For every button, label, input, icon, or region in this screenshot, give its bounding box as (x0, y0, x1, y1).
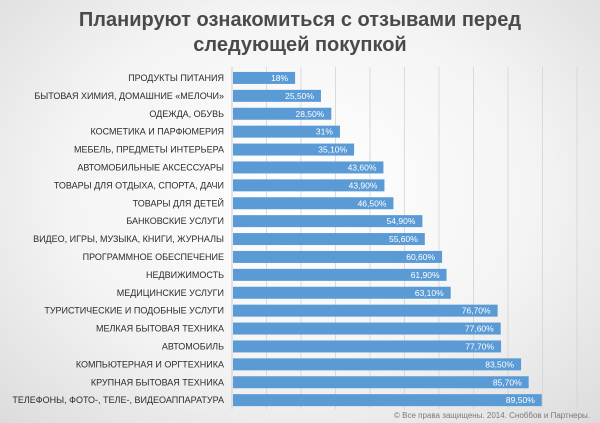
bar (233, 376, 529, 389)
bar-value-label: 43,60% (348, 162, 377, 172)
chart-title: Планируют ознакомиться с отзывами перед … (0, 8, 600, 58)
bar (233, 340, 502, 353)
category-label: КРУПНАЯ БЫТОВАЯ ТЕХНИКА (91, 377, 224, 387)
category-label: ТУРИСТИЧЕСКИЕ И ПОДОБНЫЕ УСЛУГИ (44, 306, 224, 316)
bar-value-label: 25,50% (285, 91, 314, 101)
bar-value-label: 76,70% (462, 306, 491, 316)
bar (233, 358, 522, 371)
category-label: ОДЕЖДА, ОБУВЬ (149, 109, 224, 119)
title-line-2: следующей покупкой (193, 34, 407, 56)
bar (233, 394, 542, 407)
bar (233, 107, 332, 120)
chart-bars: 18% 25,50% 28,50% 31% 35,10%43,60% 43,90% 46,5… (233, 71, 542, 407)
bar (233, 161, 384, 174)
category-label: КОСМЕТИКА И ПАРФЮМЕРИЯ (90, 127, 224, 137)
category-label: АВТОМОБИЛЬ (162, 341, 224, 351)
bar-value-label: 43,90% (349, 180, 378, 190)
bar-value-label: 77,60% (465, 324, 494, 334)
category-label: КОМПЬЮТЕРНАЯ И ОРГТЕХНИКА (76, 359, 224, 369)
category-label: МЕДИЦИНСКИЕ УСЛУГИ (117, 288, 224, 298)
chart-category-labels: ПРОДУКТЫ ПИТАНИЯ БЫТОВАЯ ХИМИЯ, ДОМАШНИЕ … (12, 73, 224, 405)
bar-value-label: 55,60% (389, 234, 418, 244)
bar-value-label: 46,50% (358, 198, 387, 208)
category-label: ТОВАРЫ ДЛЯ ДЕТЕЙ (133, 197, 224, 208)
category-label: МЕБЕЛЬ, ПРЕДМЕТЫ ИНТЕРЬЕРА (74, 145, 224, 155)
bar-value-label: 35,10% (318, 145, 347, 155)
bar (233, 71, 296, 84)
bar (233, 286, 451, 299)
bar-value-label: 77,70% (465, 341, 494, 351)
bar-value-label: 18% (271, 73, 288, 83)
bar-value-label: 83,50% (485, 359, 514, 369)
bar (233, 89, 321, 102)
category-label: ВИДЕО, ИГРЫ, МУЗЫКА, КНИГИ, ЖУРНАЛЫ (33, 234, 224, 244)
bar-value-label: 31% (316, 127, 333, 137)
bar-value-label: 28,50% (295, 109, 324, 119)
category-label: АВТОМОБИЛЬНЫЕ АКСЕССУАРЫ (77, 162, 224, 172)
category-label: МЕЛКАЯ БЫТОВАЯ ТЕХНИКА (96, 324, 224, 334)
category-label: ПРОДУКТЫ ПИТАНИЯ (128, 73, 224, 83)
bar-value-label: 54,90% (387, 216, 416, 226)
bar-value-label: 89,50% (506, 395, 535, 405)
bar (233, 250, 443, 263)
bar (233, 215, 423, 228)
bar (233, 125, 340, 138)
category-label: НЕДВИЖИМОСТЬ (146, 270, 224, 280)
bar (233, 143, 355, 156)
category-label: ТОВАРЫ ДЛЯ ОТДЫХА, СПОРТА, ДАЧИ (54, 180, 224, 190)
bar-value-label: 60,60% (406, 252, 435, 262)
title-line-1: Планируют ознакомиться с отзывами перед (78, 9, 522, 31)
bar-value-label: 61,90% (411, 270, 440, 280)
copyright-footer: © Все права защищены. 2014. Сноббов и Па… (394, 411, 590, 420)
category-label: БАНКОВСКИЕ УСЛУГИ (126, 216, 224, 226)
bar (233, 197, 394, 210)
bar (233, 322, 501, 335)
category-label: ПРОГРАММНОЕ ОБЕСПЕЧЕНИЕ (83, 252, 224, 262)
bar (233, 233, 425, 246)
bar (233, 268, 447, 281)
bar-value-label: 85,70% (493, 377, 522, 387)
bar (233, 179, 385, 192)
bar (233, 304, 498, 317)
category-label: БЫТОВАЯ ХИМИЯ, ДОМАШНИЕ «МЕЛОЧИ» (34, 91, 224, 101)
category-label: ТЕЛЕФОНЫ, ФОТО-, ТЕЛЕ-, ВИДЕОАППАРАТУРА (12, 395, 224, 405)
bar-value-label: 63,10% (415, 288, 444, 298)
